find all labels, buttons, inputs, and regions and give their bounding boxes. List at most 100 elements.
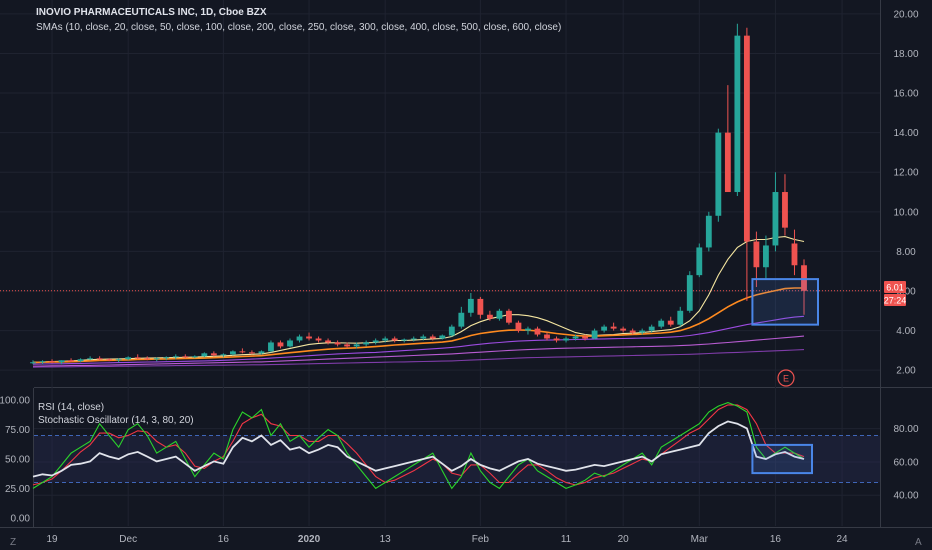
stoch-legend: Stochastic Oscillator (14, 3, 80, 20): [38, 415, 194, 426]
candle-body: [268, 342, 274, 352]
candle: [106, 358, 113, 362]
price-tag: 6.01 27:24: [884, 281, 907, 306]
candle: [372, 338, 379, 345]
candle: [201, 352, 208, 358]
candle: [667, 316, 674, 327]
osc-left-tick-label: 0.00: [11, 513, 31, 524]
candle: [648, 324, 655, 333]
candle: [601, 324, 608, 333]
candle-body: [791, 243, 798, 266]
countdown-label: 27:24: [884, 296, 907, 306]
sma-line-3: [32, 315, 805, 365]
candle-body: [563, 338, 569, 341]
candle: [77, 358, 84, 363]
candle: [163, 356, 170, 361]
candle: [134, 354, 141, 360]
osc-left-tick-label: 25.00: [5, 484, 30, 495]
zoom-icon[interactable]: Z: [10, 537, 16, 548]
candle-body: [391, 338, 398, 341]
candle-body: [439, 335, 446, 339]
symbol-title: INOVIO PHARMACEUTICALS INC, 1D, Cboe BZX: [36, 7, 267, 18]
candle-body: [229, 351, 236, 355]
candle-body: [458, 312, 465, 327]
candle-body: [325, 340, 331, 343]
moving-average-lines: [32, 236, 805, 368]
candle: [344, 342, 351, 349]
sma-line-4: [32, 335, 805, 367]
candle-body: [201, 353, 208, 357]
candle: [353, 342, 360, 349]
auto-scale-icon[interactable]: A: [915, 537, 922, 548]
candle: [696, 243, 703, 278]
candle-body: [306, 336, 312, 339]
candle-body: [601, 326, 608, 331]
candle: [39, 360, 46, 365]
candle: [58, 360, 65, 365]
price-tick-label: 12.00: [893, 168, 918, 179]
candle: [334, 340, 341, 347]
candle-body: [210, 353, 217, 356]
earnings-marker[interactable]: E: [777, 369, 795, 387]
candle-body: [620, 328, 627, 331]
candle: [544, 332, 550, 341]
candle-body: [429, 336, 436, 339]
candle: [96, 356, 103, 361]
candle: [458, 306, 465, 329]
candle-body: [372, 340, 379, 343]
candle: [325, 338, 331, 345]
candle: [68, 358, 74, 363]
candle: [172, 354, 179, 360]
candle: [410, 336, 417, 342]
candle: [582, 334, 588, 341]
candle: [486, 310, 493, 321]
candle-body: [648, 326, 655, 331]
candle: [382, 336, 389, 343]
candle-body: [96, 358, 103, 360]
candle: [658, 318, 665, 329]
candle-body: [39, 361, 46, 363]
sma-legend: SMAs (10, close, 20, close, 50, close, 1…: [36, 22, 561, 33]
osc-right-tick-label: 80.00: [893, 424, 918, 435]
candle: [553, 336, 560, 343]
candle: [686, 271, 693, 313]
price-tick-label: 8.00: [896, 247, 916, 258]
candle: [525, 326, 531, 335]
osc-left-tick-label: 100.00: [0, 396, 30, 407]
candle-body: [153, 358, 160, 360]
stoch-d-line: [32, 404, 805, 486]
price-tick-label: 2.00: [896, 366, 916, 377]
candle-body: [677, 310, 684, 325]
candle-body: [629, 330, 636, 333]
highlight-boxes: [751, 278, 819, 475]
candle: [306, 332, 312, 341]
candle-body: [477, 298, 484, 315]
candle-body: [353, 344, 360, 347]
x-tick-label: 2020: [298, 534, 321, 545]
candle: [87, 356, 94, 361]
candle: [277, 340, 284, 349]
candle: [534, 326, 541, 337]
candle-body: [801, 265, 807, 291]
sma-line-5: [32, 349, 805, 368]
candle: [315, 336, 322, 343]
rsi-line: [32, 420, 805, 478]
candle-body: [639, 330, 646, 333]
candle-body: [525, 328, 531, 331]
candle-body: [287, 340, 293, 347]
candlesticks[interactable]: [30, 23, 807, 365]
candle-body: [782, 192, 788, 228]
candle: [115, 358, 122, 363]
candle-body: [334, 342, 341, 345]
candle: [515, 320, 522, 333]
osc-left-tick-label: 75.00: [5, 425, 30, 436]
candle: [677, 306, 684, 327]
sma-line-2: [32, 287, 804, 364]
candle-body: [220, 354, 227, 356]
candle-body: [410, 338, 417, 340]
candle: [391, 336, 398, 343]
candle-body: [115, 359, 122, 361]
candle-body: [705, 215, 712, 248]
